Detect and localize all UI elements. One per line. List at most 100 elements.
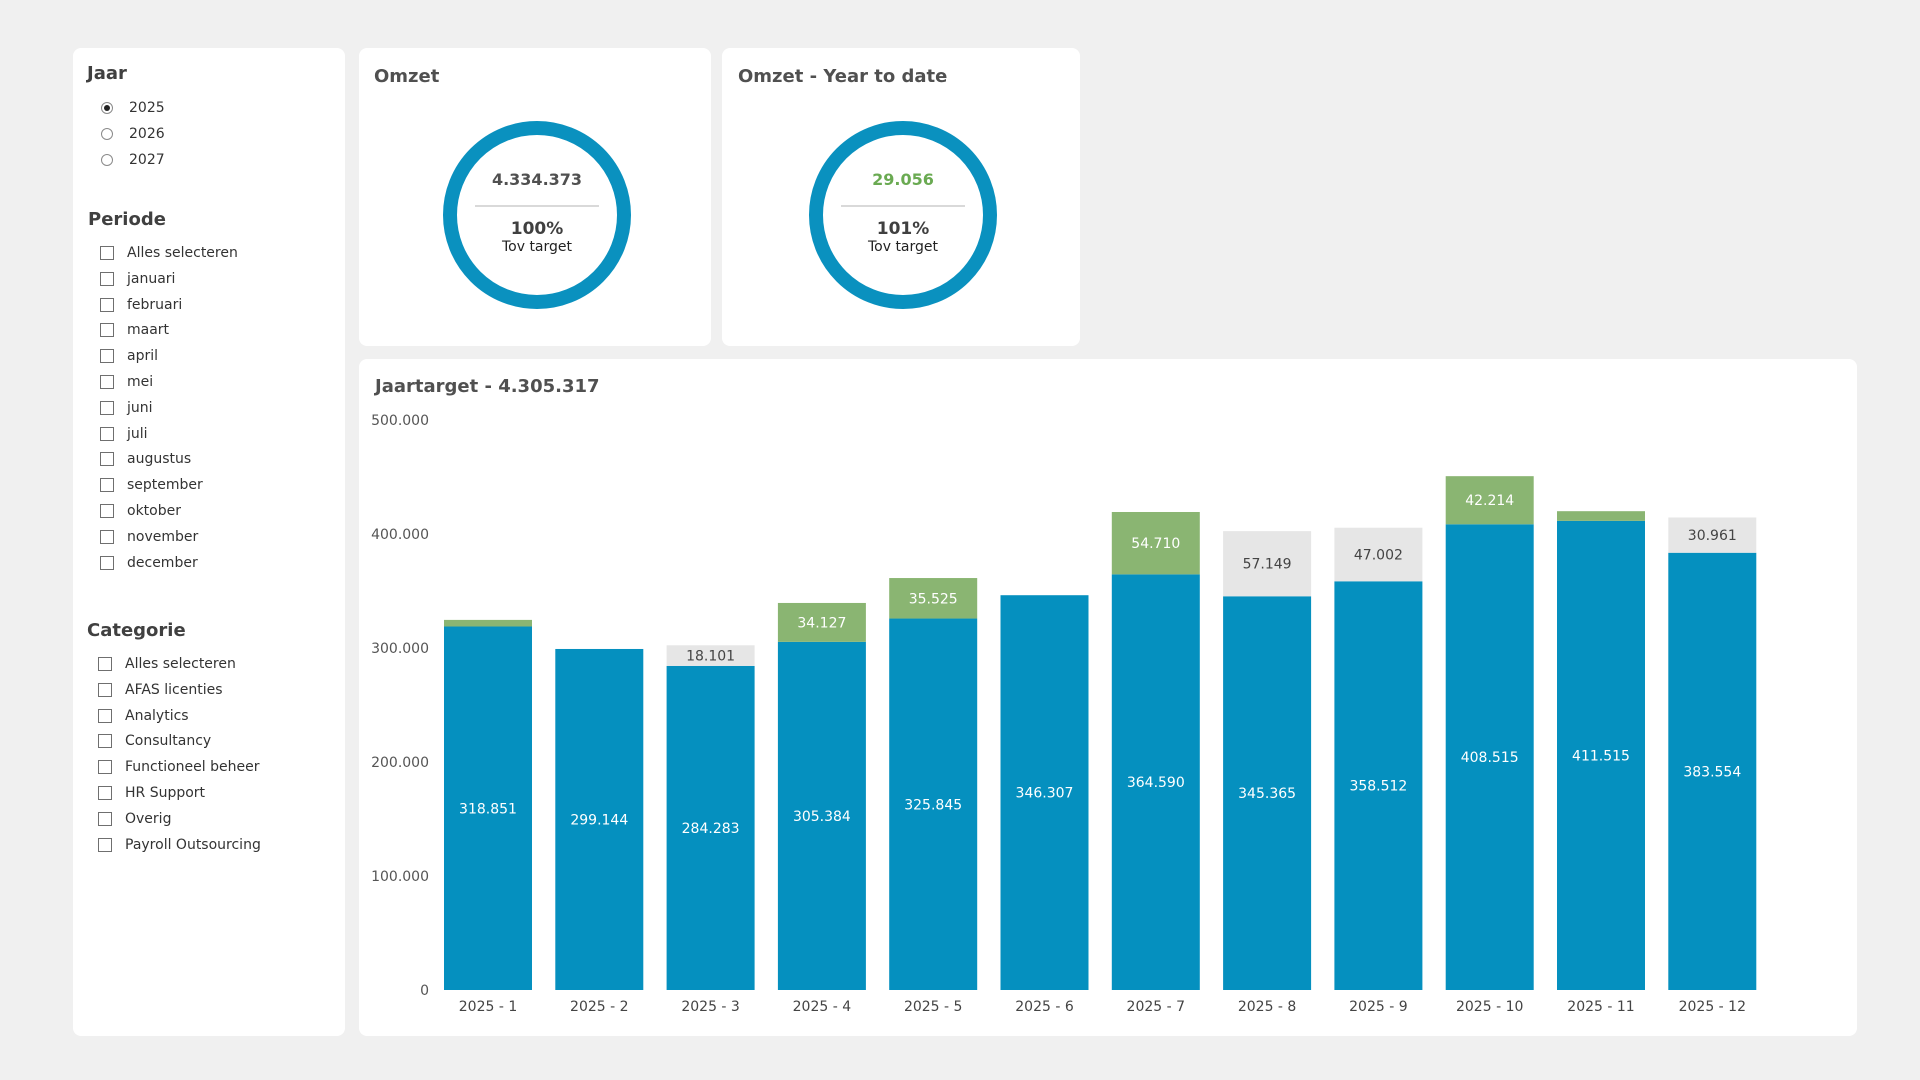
periode-option-11[interactable]: november bbox=[100, 526, 198, 548]
bar-segment bbox=[1111, 511, 1200, 575]
bar-segment bbox=[666, 645, 755, 666]
option-label: Alles selecteren bbox=[127, 245, 238, 261]
categorie-option-2[interactable]: Analytics bbox=[98, 705, 189, 727]
x-tick-label: 2025 - 6 bbox=[1015, 999, 1074, 1015]
bar-segment bbox=[1445, 524, 1534, 990]
data-label: 284.283 bbox=[682, 821, 740, 837]
y-tick-label: 200.000 bbox=[371, 755, 429, 771]
bar-segment bbox=[1557, 511, 1645, 521]
checkbox[interactable] bbox=[100, 529, 114, 544]
periode-option-2[interactable]: februari bbox=[100, 294, 182, 316]
bar-segment bbox=[555, 648, 644, 990]
checkbox[interactable] bbox=[100, 555, 114, 570]
option-label: Analytics bbox=[125, 707, 189, 724]
checkbox[interactable] bbox=[98, 811, 112, 826]
checkbox[interactable] bbox=[100, 349, 114, 364]
periode-option-10[interactable]: oktober bbox=[100, 500, 181, 522]
jaartarget-chart: 0 100.000 200.000 300.000 400.000 500.000 318.… bbox=[371, 413, 1757, 1015]
data-label: 34.127 bbox=[797, 615, 846, 631]
periode-option-0[interactable]: Alles selecteren bbox=[100, 242, 238, 264]
x-tick-label: 2025 - 11 bbox=[1567, 999, 1634, 1015]
checkbox[interactable] bbox=[98, 657, 112, 671]
checkbox[interactable] bbox=[98, 837, 112, 852]
checkbox[interactable] bbox=[100, 400, 114, 415]
jaar-option-2026[interactable]: 2026 bbox=[101, 123, 165, 145]
bar-segment bbox=[1111, 574, 1200, 990]
checkbox[interactable] bbox=[100, 504, 114, 518]
filter-panel: Jaar Periode Categorie 2025 2026 2027 Alles… bbox=[73, 48, 345, 1036]
omzet-ring bbox=[443, 121, 631, 309]
periode-option-5[interactable]: mei bbox=[100, 371, 153, 393]
option-label: AFAS licenties bbox=[125, 681, 223, 698]
categorie-option-4[interactable]: Functioneel beheer bbox=[98, 756, 259, 778]
option-label: juli bbox=[127, 425, 148, 442]
data-label: 57.149 bbox=[1243, 557, 1292, 573]
option-label: september bbox=[127, 477, 203, 494]
categorie-option-3[interactable]: Consultancy bbox=[98, 730, 211, 752]
radio-button[interactable] bbox=[101, 102, 113, 114]
radio-button[interactable] bbox=[101, 154, 113, 166]
checkbox[interactable] bbox=[100, 271, 114, 286]
checkbox[interactable] bbox=[100, 426, 114, 441]
omzet-ytd-title: Omzet - Year to date bbox=[738, 66, 948, 87]
option-label: maart bbox=[127, 322, 170, 339]
periode-option-7[interactable]: juli bbox=[100, 423, 148, 445]
omzet-ytd-donut: 29.056 101% Tov target bbox=[807, 119, 999, 311]
checkbox[interactable] bbox=[100, 246, 114, 260]
omzet-ytd-sub: Tov target bbox=[867, 239, 939, 255]
periode-option-12[interactable]: december bbox=[100, 552, 198, 574]
checkbox[interactable] bbox=[98, 786, 112, 800]
checkbox[interactable] bbox=[100, 452, 114, 467]
checkbox[interactable] bbox=[98, 760, 112, 775]
checkbox[interactable] bbox=[98, 708, 112, 723]
bar-segment bbox=[777, 641, 866, 990]
data-label: 411.515 bbox=[1572, 748, 1630, 764]
categorie-option-7[interactable]: Payroll Outsourcing bbox=[98, 834, 261, 856]
chart-title: Jaartarget - 4.305.317 bbox=[375, 376, 600, 397]
data-label: 318.851 bbox=[459, 801, 517, 817]
periode-option-9[interactable]: september bbox=[100, 474, 203, 496]
checkbox[interactable] bbox=[100, 297, 114, 312]
periode-option-1[interactable]: januari bbox=[100, 268, 175, 290]
periode-option-8[interactable]: augustus bbox=[100, 448, 191, 470]
bar-segment bbox=[444, 619, 532, 627]
bar-segment bbox=[666, 665, 755, 990]
bar-segment bbox=[889, 578, 978, 619]
option-label: oktober bbox=[127, 503, 181, 519]
bar-segment bbox=[1334, 581, 1423, 990]
periode-option-4[interactable]: april bbox=[100, 345, 158, 367]
checkbox[interactable] bbox=[100, 478, 114, 493]
option-label: 2026 bbox=[129, 126, 165, 142]
bar-segment bbox=[1223, 596, 1312, 990]
y-tick-label: 300.000 bbox=[371, 641, 429, 657]
omzet-ytd-divider bbox=[841, 205, 965, 207]
checkbox[interactable] bbox=[98, 682, 112, 697]
jaar-slicer-title: Jaar bbox=[87, 63, 127, 84]
omzet-value: 4.334.373 bbox=[491, 170, 583, 189]
x-tick-label: 2025 - 10 bbox=[1456, 999, 1523, 1015]
omzet-ytd-value: 29.056 bbox=[872, 170, 934, 189]
checkbox[interactable] bbox=[100, 323, 114, 338]
omzet-ytd-card: Omzet - Year to date 29.056 101% Tov tar… bbox=[722, 48, 1080, 346]
radio-button[interactable] bbox=[101, 128, 113, 140]
x-tick-label: 2025 - 7 bbox=[1127, 999, 1186, 1015]
categorie-option-0[interactable]: Alles selecteren bbox=[98, 653, 236, 675]
checkbox[interactable] bbox=[98, 734, 112, 749]
categorie-option-6[interactable]: Overig bbox=[98, 808, 171, 830]
data-label: 358.512 bbox=[1349, 779, 1407, 795]
bar-segment bbox=[1000, 595, 1089, 990]
x-tick-label: 2025 - 5 bbox=[904, 999, 963, 1015]
checkbox[interactable] bbox=[100, 375, 114, 389]
y-tick-label: 400.000 bbox=[371, 527, 429, 543]
periode-option-3[interactable]: maart bbox=[100, 319, 169, 341]
x-tick-label: 2025 - 9 bbox=[1349, 999, 1408, 1015]
categorie-option-1[interactable]: AFAS licenties bbox=[98, 679, 223, 701]
omzet-ytd-percent: 101% bbox=[876, 219, 930, 239]
option-label: 2025 bbox=[129, 100, 165, 116]
jaar-option-2025[interactable]: 2025 bbox=[101, 97, 165, 119]
option-label: Payroll Outsourcing bbox=[125, 836, 261, 853]
jaar-option-2027[interactable]: 2027 bbox=[101, 149, 165, 171]
option-label: Functioneel beheer bbox=[125, 759, 260, 776]
categorie-option-5[interactable]: HR Support bbox=[98, 782, 205, 804]
periode-option-6[interactable]: juni bbox=[100, 397, 153, 419]
